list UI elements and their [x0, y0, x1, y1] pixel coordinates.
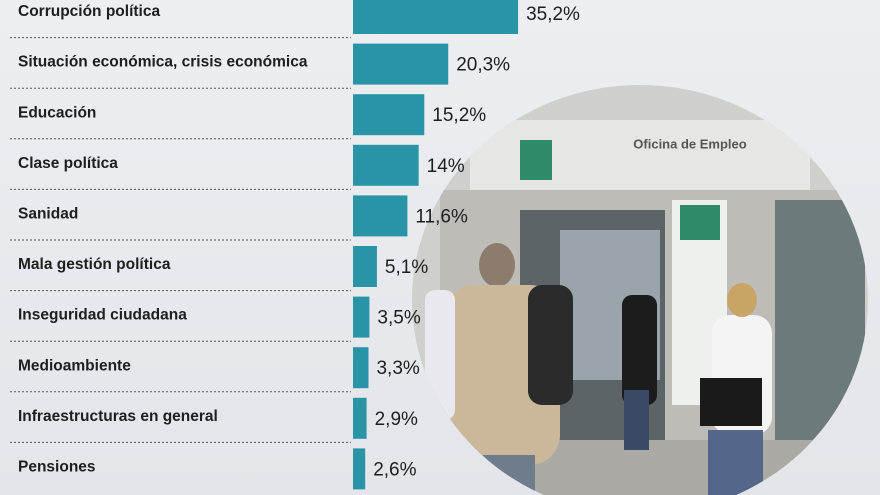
bar	[353, 296, 370, 338]
value-label: 2,6%	[373, 459, 416, 480]
bar	[353, 246, 377, 287]
category-label: Mala gestión política	[18, 256, 171, 273]
value-label: 5,1%	[385, 257, 428, 278]
bar	[353, 347, 369, 389]
bar	[353, 448, 366, 490]
category-label: Educación	[18, 104, 96, 121]
category-label: Infraestructuras en general	[18, 408, 218, 425]
value-label: 35,2%	[526, 4, 580, 25]
value-label: 3,5%	[377, 308, 420, 329]
bar	[353, 94, 425, 136]
value-label: 15,2%	[432, 105, 486, 126]
bar	[353, 0, 519, 34]
value-label: 20,3%	[456, 55, 510, 76]
bar	[353, 144, 419, 186]
bar	[353, 397, 367, 439]
svg-text:Oficina de Empleo: Oficina de Empleo	[633, 136, 746, 151]
value-label: 14%	[427, 156, 465, 177]
category-label: Corrupción política	[18, 3, 160, 20]
category-label: Clase política	[18, 155, 118, 172]
bar	[353, 195, 408, 237]
value-label: 11,6%	[415, 206, 468, 227]
value-label: 3,3%	[376, 358, 419, 379]
category-label: Situación económica, crisis económica	[18, 54, 308, 71]
bar	[353, 43, 449, 85]
value-label: 2,9%	[375, 409, 418, 430]
bar-rows: Corrupción política 35,2% Situación económ…	[10, 0, 580, 490]
category-label: Sanidad	[18, 205, 78, 222]
category-label: Medioambiente	[18, 357, 131, 374]
photo: Oficina de Empleo	[412, 85, 868, 495]
category-label: Inseguridad ciudadana	[18, 307, 187, 324]
category-label: Pensiones	[18, 458, 96, 475]
